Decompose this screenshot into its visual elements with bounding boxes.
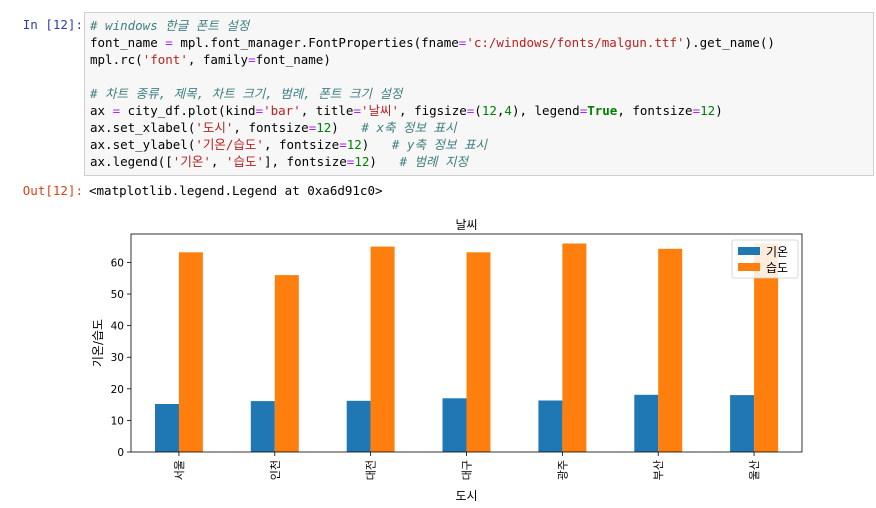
bar-series2 [178,252,203,452]
y-tick-label: 20 [111,384,124,396]
output-text: <matplotlib.legend.Legend at 0xa6d91c0> [89,183,383,198]
x-tick-label: 인천 [268,460,282,480]
bar-series1 [730,395,755,452]
bar-series2 [562,243,587,452]
bar-series2 [274,275,299,452]
bar-series2 [658,248,683,452]
bar-series1 [346,400,371,452]
code-editor[interactable]: # windows 한글 폰트 설정 font_name = mpl.font_… [90,18,775,169]
code-comment: # windows 한글 폰트 설정 [90,18,250,33]
y-tick-label: 0 [117,447,124,459]
x-tick-label: 대구 [461,460,474,480]
x-tick-label: 부산 [652,460,665,480]
bar-series1 [442,398,467,452]
y-tick-label: 60 [111,257,124,269]
bar-series1 [250,401,275,452]
x-tick-label: 울산 [748,460,761,480]
y-tick-label: 30 [111,352,124,364]
y-tick-label: 40 [111,321,124,333]
input-prompt: In [12]: [22,17,83,32]
chart-title: 날씨 [455,218,477,232]
code-cell[interactable]: # windows 한글 폰트 설정 font_name = mpl.font_… [84,12,874,176]
legend-box [731,239,799,279]
legend-swatch [738,247,760,255]
bar-series1 [155,404,179,452]
bar-series2 [370,246,395,452]
legend-label: 기온 [766,245,788,259]
x-tick-label: 대전 [365,460,378,480]
code-comment: # 차트 종류, 제목, 차트 크기, 범례, 폰트 크기 설정 [90,86,403,101]
y-tick-label: 10 [111,415,124,427]
x-tick-label: 광주 [556,460,569,480]
bar-series1 [634,394,659,452]
legend-swatch [738,263,760,271]
y-tick-label: 50 [111,289,124,301]
y-axis-label: 기온/습도 [91,319,105,367]
bar-series2 [466,252,491,452]
legend-label: 습도 [766,261,788,275]
x-axis-label: 도시 [455,489,477,503]
plot-frame [130,233,803,453]
x-tick-label: 서울 [173,460,186,480]
output-prompt: Out[12]: [22,183,83,198]
bar-series1 [538,400,563,452]
